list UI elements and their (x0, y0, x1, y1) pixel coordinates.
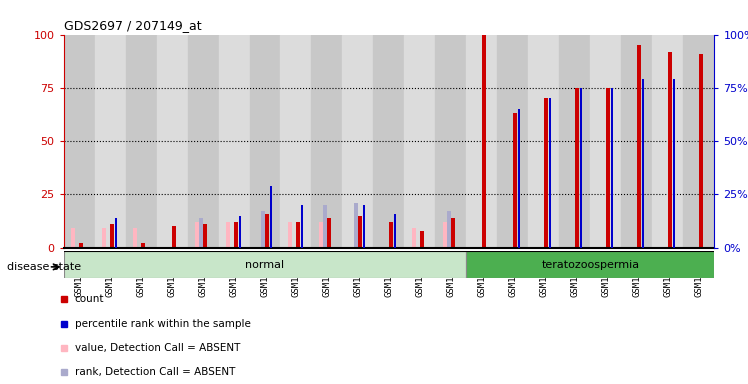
Bar (699, 54, 703, 248)
Bar (482, 35, 486, 248)
Text: value, Detection Call = ABSENT: value, Detection Call = ABSENT (75, 343, 240, 353)
Bar (412, 228, 416, 248)
Bar (435, 35, 467, 248)
Bar (250, 35, 280, 248)
Text: percentile rank within the sample: percentile rank within the sample (75, 319, 251, 329)
Bar (199, 218, 203, 248)
Bar (280, 35, 311, 248)
Bar (560, 35, 590, 248)
Text: normal: normal (245, 260, 284, 270)
Bar (71, 228, 75, 248)
Bar (79, 243, 83, 248)
Bar (497, 35, 528, 248)
Bar (115, 218, 117, 248)
Bar (203, 224, 207, 248)
Bar (443, 222, 447, 248)
Bar (239, 216, 242, 248)
Bar (141, 243, 145, 248)
Bar (447, 212, 450, 248)
Bar (156, 35, 188, 248)
Bar (234, 222, 238, 248)
Bar (188, 35, 218, 248)
Bar (668, 51, 672, 248)
Bar (389, 222, 393, 248)
Bar (684, 35, 714, 248)
Bar (311, 35, 343, 248)
Bar (319, 222, 322, 248)
Bar (343, 35, 373, 248)
Bar (642, 79, 644, 248)
Bar (652, 35, 684, 248)
Bar (133, 228, 137, 248)
Bar (102, 228, 105, 248)
Bar (580, 88, 582, 248)
Bar (451, 218, 455, 248)
Bar (467, 251, 714, 278)
Bar (606, 88, 610, 248)
Bar (226, 222, 230, 248)
Bar (545, 99, 548, 248)
Bar (405, 35, 435, 248)
Bar (590, 35, 622, 248)
Bar (373, 35, 405, 248)
Bar (266, 214, 269, 248)
Bar (301, 205, 303, 248)
Bar (261, 212, 265, 248)
Bar (270, 186, 272, 248)
Text: GDS2697 / 207149_at: GDS2697 / 207149_at (64, 19, 201, 32)
Text: disease state: disease state (7, 262, 82, 272)
Bar (288, 222, 292, 248)
Bar (172, 227, 176, 248)
Bar (328, 218, 331, 248)
Bar (296, 222, 300, 248)
Bar (394, 214, 396, 248)
Bar (94, 35, 126, 248)
Bar (611, 88, 613, 248)
Bar (518, 109, 520, 248)
Bar (363, 205, 365, 248)
Bar (111, 224, 114, 248)
Text: teratozoospermia: teratozoospermia (542, 260, 640, 270)
Bar (195, 222, 199, 248)
Bar (513, 113, 517, 248)
Text: count: count (75, 294, 104, 304)
Bar (528, 35, 560, 248)
Text: rank, Detection Call = ABSENT: rank, Detection Call = ABSENT (75, 367, 235, 377)
Bar (64, 35, 94, 248)
Bar (323, 205, 327, 248)
Bar (354, 203, 358, 248)
Bar (549, 99, 551, 248)
Bar (637, 45, 641, 248)
Bar (64, 251, 467, 278)
Bar (126, 35, 156, 248)
Bar (622, 35, 652, 248)
Bar (358, 216, 362, 248)
Bar (218, 35, 250, 248)
Bar (673, 79, 675, 248)
Bar (467, 35, 497, 248)
Bar (420, 231, 424, 248)
Bar (575, 88, 579, 248)
